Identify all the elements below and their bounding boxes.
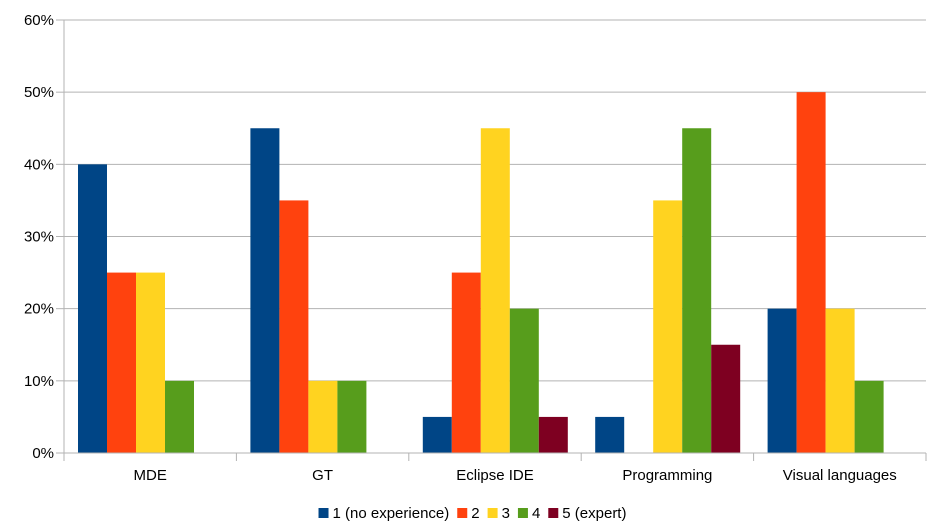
legend-swatch: [517, 508, 528, 518]
bar: [711, 344, 741, 453]
x-tick-label: Programming: [622, 467, 712, 484]
y-tick-label: 40%: [24, 156, 54, 173]
bar: [422, 416, 452, 453]
legend-label: 5 (expert): [562, 505, 626, 522]
y-tick-label: 10%: [24, 373, 54, 390]
bar: [78, 164, 107, 454]
bar: [136, 272, 165, 453]
x-tick-label: MDE: [134, 467, 167, 484]
bar: [595, 416, 625, 453]
legend-label: 1 (no experience): [333, 505, 450, 522]
legend-swatch: [457, 508, 468, 518]
y-tick-label: 30%: [24, 229, 54, 246]
y-axis-ticks: 0% 10% 20% 30% 40% 50% 60%: [24, 12, 64, 462]
legend-label: 4: [532, 505, 540, 522]
bar: [653, 200, 683, 453]
bar: [854, 380, 884, 453]
x-tick-label: GT: [312, 467, 333, 484]
bars: [78, 92, 884, 454]
bar: [767, 308, 797, 453]
bar: [308, 380, 338, 453]
y-tick-label: 60%: [24, 12, 54, 29]
legend-label: 3: [502, 505, 510, 522]
x-tick-label: Visual languages: [783, 467, 897, 484]
y-tick-label: 20%: [24, 301, 54, 318]
bar: [337, 380, 367, 453]
y-tick-label: 0%: [32, 445, 54, 462]
bar: [250, 128, 280, 453]
bar: [538, 416, 568, 453]
legend-swatch: [487, 508, 498, 518]
x-axis-ticks: MDE GT Eclipse IDE Programming Visual langua…: [63, 453, 927, 484]
bar: [509, 308, 539, 453]
bar: [165, 380, 194, 453]
y-tick-label: 50%: [24, 84, 54, 101]
bar: [451, 272, 481, 453]
legend-label: 2: [471, 505, 479, 522]
bar: [796, 92, 826, 454]
bar: [107, 272, 136, 453]
legend-swatch: [318, 508, 329, 518]
bar: [825, 308, 855, 453]
legend: 1 (no experience) 2 3 4 5 (expert): [318, 505, 626, 522]
bar: [279, 200, 309, 453]
bar: [480, 128, 510, 453]
axes: [63, 20, 926, 454]
bar: [682, 128, 712, 453]
legend-swatch: [548, 508, 559, 518]
x-tick-label: Eclipse IDE: [456, 467, 534, 484]
